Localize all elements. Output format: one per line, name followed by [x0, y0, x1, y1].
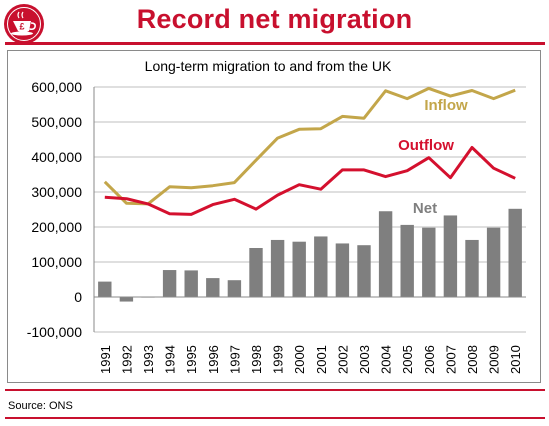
- source-note: Source: ONS: [8, 400, 73, 412]
- net-bar: [206, 278, 220, 297]
- chart-frame: [7, 50, 541, 383]
- x-tick-label: 1998: [249, 345, 264, 374]
- inflow-series-label: Inflow: [424, 97, 468, 114]
- net-bar: [98, 281, 112, 297]
- x-tick-label: 1993: [141, 345, 156, 374]
- x-tick-label: 2004: [379, 345, 394, 374]
- x-tick-label: 1994: [163, 345, 178, 374]
- x-tick-label: 2008: [465, 345, 480, 374]
- y-tick-label: 600,000: [31, 79, 82, 95]
- net-bar: [422, 227, 436, 297]
- chart-title: Long-term migration to and from the UK: [145, 58, 392, 74]
- net-bar: [400, 224, 414, 297]
- footer-divider: [5, 417, 545, 419]
- y-tick-label: -100,000: [27, 324, 82, 340]
- x-tick-label: 2007: [443, 345, 458, 374]
- y-tick-label: 300,000: [31, 184, 82, 200]
- net-bar: [465, 239, 479, 297]
- net-bar: [378, 211, 393, 297]
- y-tick-label: 100,000: [31, 254, 82, 270]
- net-bar: [119, 297, 134, 302]
- outflow-series-label: Outflow: [398, 137, 454, 154]
- x-tick-label: 2001: [314, 345, 329, 374]
- net-series-label: Net: [413, 200, 437, 217]
- title-divider: [5, 42, 545, 45]
- x-tick-label: 1991: [98, 345, 113, 374]
- inflow-line: [103, 86, 516, 206]
- net-bar: [508, 208, 522, 297]
- x-tick-label: 1995: [184, 345, 199, 374]
- net-bar: [335, 243, 350, 297]
- teacup-pound-logo-icon: £: [4, 4, 44, 44]
- outflow-line: [104, 146, 516, 216]
- x-tick-label: 1992: [119, 345, 134, 374]
- net-bar: [270, 239, 285, 297]
- net-bar: [443, 215, 458, 297]
- net-bar: [357, 245, 371, 297]
- x-tick-label: 2002: [335, 345, 350, 374]
- chart-bottom-divider: [5, 389, 545, 391]
- net-bar: [162, 270, 177, 297]
- x-tick-label: 2010: [508, 345, 523, 374]
- net-bar: [227, 280, 242, 297]
- x-tick-label: 2009: [487, 345, 502, 374]
- net-bar: [292, 241, 306, 297]
- x-tick-label: 1997: [227, 345, 242, 374]
- y-tick-label: 500,000: [31, 114, 82, 130]
- x-tick-label: 2005: [400, 345, 415, 374]
- logo-pound-symbol: £: [19, 22, 24, 32]
- x-tick-label: 2000: [292, 345, 307, 374]
- net-bar: [249, 248, 263, 297]
- y-tick-label: 200,000: [31, 219, 82, 235]
- net-bar: [486, 227, 501, 297]
- x-tick-label: 1999: [271, 345, 286, 374]
- y-tick-label: 400,000: [31, 149, 82, 165]
- x-tick-label: 2006: [422, 345, 437, 374]
- net-bar: [314, 236, 328, 297]
- x-tick-label: 1996: [206, 345, 221, 374]
- page-title: Record net migration: [136, 4, 413, 34]
- y-tick-label: 0: [74, 289, 82, 305]
- x-tick-label: 2003: [357, 345, 372, 374]
- net-bar: [184, 270, 198, 297]
